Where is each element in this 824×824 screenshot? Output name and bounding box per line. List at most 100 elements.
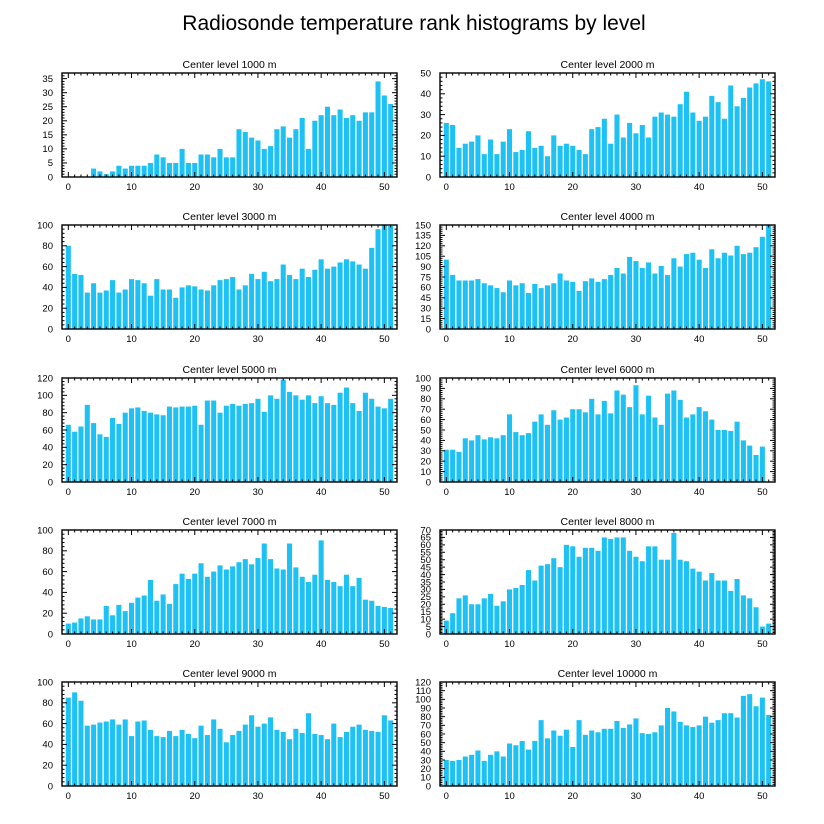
bar xyxy=(557,145,563,177)
bar xyxy=(381,606,387,634)
y-tick-label: 100 xyxy=(37,525,53,536)
bar xyxy=(97,434,103,482)
bar xyxy=(759,697,765,786)
bar xyxy=(671,532,677,634)
panel-0: Center level 1000 m 0 10 20 30 40 50 0 5 10 15 20 25… xyxy=(42,59,398,193)
bar xyxy=(665,393,671,482)
bar xyxy=(192,573,198,634)
bar xyxy=(249,273,255,329)
x-tick-label: 50 xyxy=(757,791,768,802)
y-tick-label: 50 xyxy=(420,425,431,436)
bar xyxy=(388,398,394,482)
bar xyxy=(456,147,462,177)
bar xyxy=(570,409,576,482)
x-tick-label: 0 xyxy=(66,639,71,650)
bar xyxy=(274,279,280,329)
bar xyxy=(299,117,305,177)
bar xyxy=(627,550,633,634)
panel-title: Center level 2000 m xyxy=(561,59,655,71)
y-tick-label: 70 xyxy=(420,525,431,536)
bar xyxy=(204,576,210,634)
y-tick-label: 70 xyxy=(420,721,431,732)
bar xyxy=(192,162,198,177)
bar xyxy=(753,247,759,329)
y-tick-label: 0 xyxy=(426,324,431,335)
bar xyxy=(500,141,506,177)
bar xyxy=(318,540,324,634)
bar xyxy=(236,562,242,634)
bar xyxy=(91,283,97,329)
bar xyxy=(204,735,210,786)
bar xyxy=(532,421,538,482)
x-tick-label: 50 xyxy=(757,639,768,650)
bar xyxy=(381,715,387,786)
bar xyxy=(122,168,128,177)
bar xyxy=(620,727,626,786)
bar xyxy=(728,431,734,482)
bar xyxy=(179,573,185,634)
x-tick-label: 30 xyxy=(631,182,642,193)
bar xyxy=(179,729,185,786)
bar xyxy=(456,451,462,482)
bar xyxy=(696,407,702,482)
bar xyxy=(78,426,84,482)
x-tick-label: 30 xyxy=(631,487,642,498)
bar xyxy=(601,279,607,329)
y-tick-label: 100 xyxy=(415,373,431,384)
bar xyxy=(103,436,109,482)
bar xyxy=(740,97,746,177)
bar xyxy=(312,269,318,329)
bar xyxy=(747,87,753,177)
bar xyxy=(72,273,78,329)
bar xyxy=(601,537,607,634)
bar xyxy=(97,171,103,177)
bar xyxy=(671,390,677,482)
bar xyxy=(242,559,248,634)
bar xyxy=(721,252,727,329)
bar xyxy=(557,735,563,786)
bar xyxy=(211,157,217,177)
x-tick-label: 30 xyxy=(253,487,264,498)
bar xyxy=(65,623,71,634)
bar xyxy=(747,252,753,329)
bar xyxy=(513,432,519,482)
bar xyxy=(551,135,557,177)
bar xyxy=(728,590,734,634)
bar xyxy=(582,281,588,329)
bar xyxy=(299,268,305,329)
bar xyxy=(242,724,248,786)
bar xyxy=(443,122,449,177)
bar xyxy=(507,589,513,634)
panel-title: Center level 5000 m xyxy=(183,364,277,376)
bar xyxy=(462,438,468,482)
bar xyxy=(620,394,626,482)
y-tick-label: 20 xyxy=(42,304,53,315)
bar xyxy=(715,430,721,482)
bar xyxy=(734,717,740,786)
bar xyxy=(652,116,658,177)
bar xyxy=(249,564,255,634)
bar xyxy=(331,266,337,329)
bar xyxy=(620,137,626,177)
bar xyxy=(261,148,267,177)
bar xyxy=(141,283,147,329)
bar xyxy=(65,697,71,786)
bar xyxy=(154,736,160,786)
bar xyxy=(507,129,513,177)
bar xyxy=(293,279,299,329)
bar xyxy=(381,225,387,329)
y-tick-label: 40 xyxy=(42,588,53,599)
bar xyxy=(494,751,500,786)
bar xyxy=(589,730,595,786)
bar xyxy=(608,538,614,634)
y-tick-label: 60 xyxy=(420,729,431,740)
bar xyxy=(601,118,607,177)
bar xyxy=(129,279,135,329)
x-tick-label: 40 xyxy=(316,334,327,345)
bar xyxy=(230,566,236,634)
bar xyxy=(369,600,375,634)
bar xyxy=(147,162,154,177)
bar xyxy=(110,615,116,634)
bar xyxy=(715,258,721,329)
